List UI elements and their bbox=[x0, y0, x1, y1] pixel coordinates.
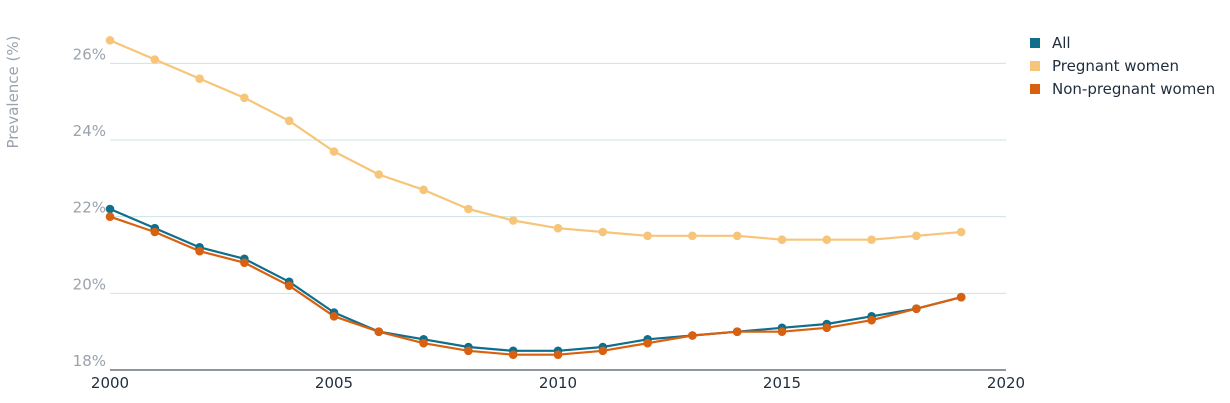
legend-swatch bbox=[1030, 60, 1040, 71]
data-point[interactable] bbox=[867, 235, 876, 244]
data-point[interactable] bbox=[777, 327, 787, 336]
data-point[interactable] bbox=[240, 93, 249, 103]
data-point[interactable] bbox=[150, 227, 160, 237]
data-point[interactable] bbox=[867, 315, 876, 325]
y-tick-label: 24% bbox=[73, 122, 106, 140]
data-point[interactable] bbox=[419, 338, 428, 348]
x-tick-label: 2000 bbox=[91, 374, 129, 392]
data-point[interactable] bbox=[195, 246, 204, 256]
data-point[interactable] bbox=[105, 36, 115, 45]
data-point[interactable] bbox=[912, 231, 921, 241]
y-axis-title: Prevalence (%) bbox=[4, 35, 22, 148]
series-line-non-pregnant-women bbox=[109, 215, 962, 356]
data-point[interactable] bbox=[553, 223, 563, 233]
legend-label: Pregnant women bbox=[1052, 56, 1180, 75]
data-point[interactable] bbox=[598, 346, 608, 356]
x-tick-label: 2020 bbox=[987, 374, 1025, 392]
data-point[interactable] bbox=[553, 350, 563, 359]
legend-item[interactable]: Pregnant women bbox=[1030, 54, 1215, 77]
data-point[interactable] bbox=[732, 327, 742, 336]
data-point[interactable] bbox=[464, 346, 473, 356]
y-tick-label: 22% bbox=[73, 199, 106, 217]
data-point[interactable] bbox=[822, 235, 832, 244]
legend-swatch bbox=[1030, 83, 1040, 94]
data-point[interactable] bbox=[732, 231, 742, 241]
data-point[interactable] bbox=[643, 231, 652, 241]
data-point[interactable] bbox=[598, 227, 608, 237]
data-point[interactable] bbox=[329, 312, 339, 321]
data-point[interactable] bbox=[508, 216, 518, 225]
legend-item[interactable]: All bbox=[1030, 31, 1215, 54]
data-point[interactable] bbox=[240, 258, 249, 267]
x-tick-label: 2015 bbox=[763, 374, 801, 392]
legend-item[interactable]: Non-pregnant women bbox=[1030, 77, 1215, 100]
series-lines bbox=[109, 39, 962, 356]
data-point[interactable] bbox=[105, 204, 115, 214]
data-point[interactable] bbox=[374, 170, 384, 179]
data-point[interactable] bbox=[150, 55, 160, 64]
data-point[interactable] bbox=[419, 185, 428, 195]
legend: All Pregnant women Non-pregnant women bbox=[1030, 31, 1215, 100]
y-tick-label: 26% bbox=[73, 45, 106, 63]
x-tick-label: 2005 bbox=[315, 374, 353, 392]
data-point[interactable] bbox=[508, 350, 518, 359]
data-point[interactable] bbox=[643, 338, 652, 348]
series-line-pregnant-women bbox=[109, 39, 962, 241]
data-point[interactable] bbox=[777, 235, 787, 244]
data-point[interactable] bbox=[956, 227, 966, 237]
legend-swatch bbox=[1030, 37, 1040, 48]
data-point[interactable] bbox=[105, 212, 115, 221]
y-tick-label: 18% bbox=[73, 352, 106, 370]
data-point[interactable] bbox=[284, 116, 294, 126]
data-point[interactable] bbox=[822, 323, 832, 333]
data-point[interactable] bbox=[464, 204, 473, 214]
data-point[interactable] bbox=[956, 292, 966, 302]
data-point[interactable] bbox=[374, 327, 384, 336]
x-tick-label: 2010 bbox=[539, 374, 577, 392]
data-point[interactable] bbox=[688, 231, 697, 241]
legend-label: Non-pregnant women bbox=[1052, 79, 1216, 98]
axes: 18% 20% 22% 24% 26% 2000 2005 2010 2015 2020 bbox=[73, 45, 1025, 392]
data-point[interactable] bbox=[688, 331, 697, 340]
data-points bbox=[105, 36, 966, 359]
data-point[interactable] bbox=[329, 147, 339, 156]
data-point[interactable] bbox=[195, 74, 204, 83]
series-line-all bbox=[109, 207, 962, 352]
legend-label: All bbox=[1052, 33, 1071, 52]
y-tick-label: 20% bbox=[73, 275, 106, 293]
data-point[interactable] bbox=[284, 281, 294, 290]
data-point[interactable] bbox=[912, 304, 921, 313]
